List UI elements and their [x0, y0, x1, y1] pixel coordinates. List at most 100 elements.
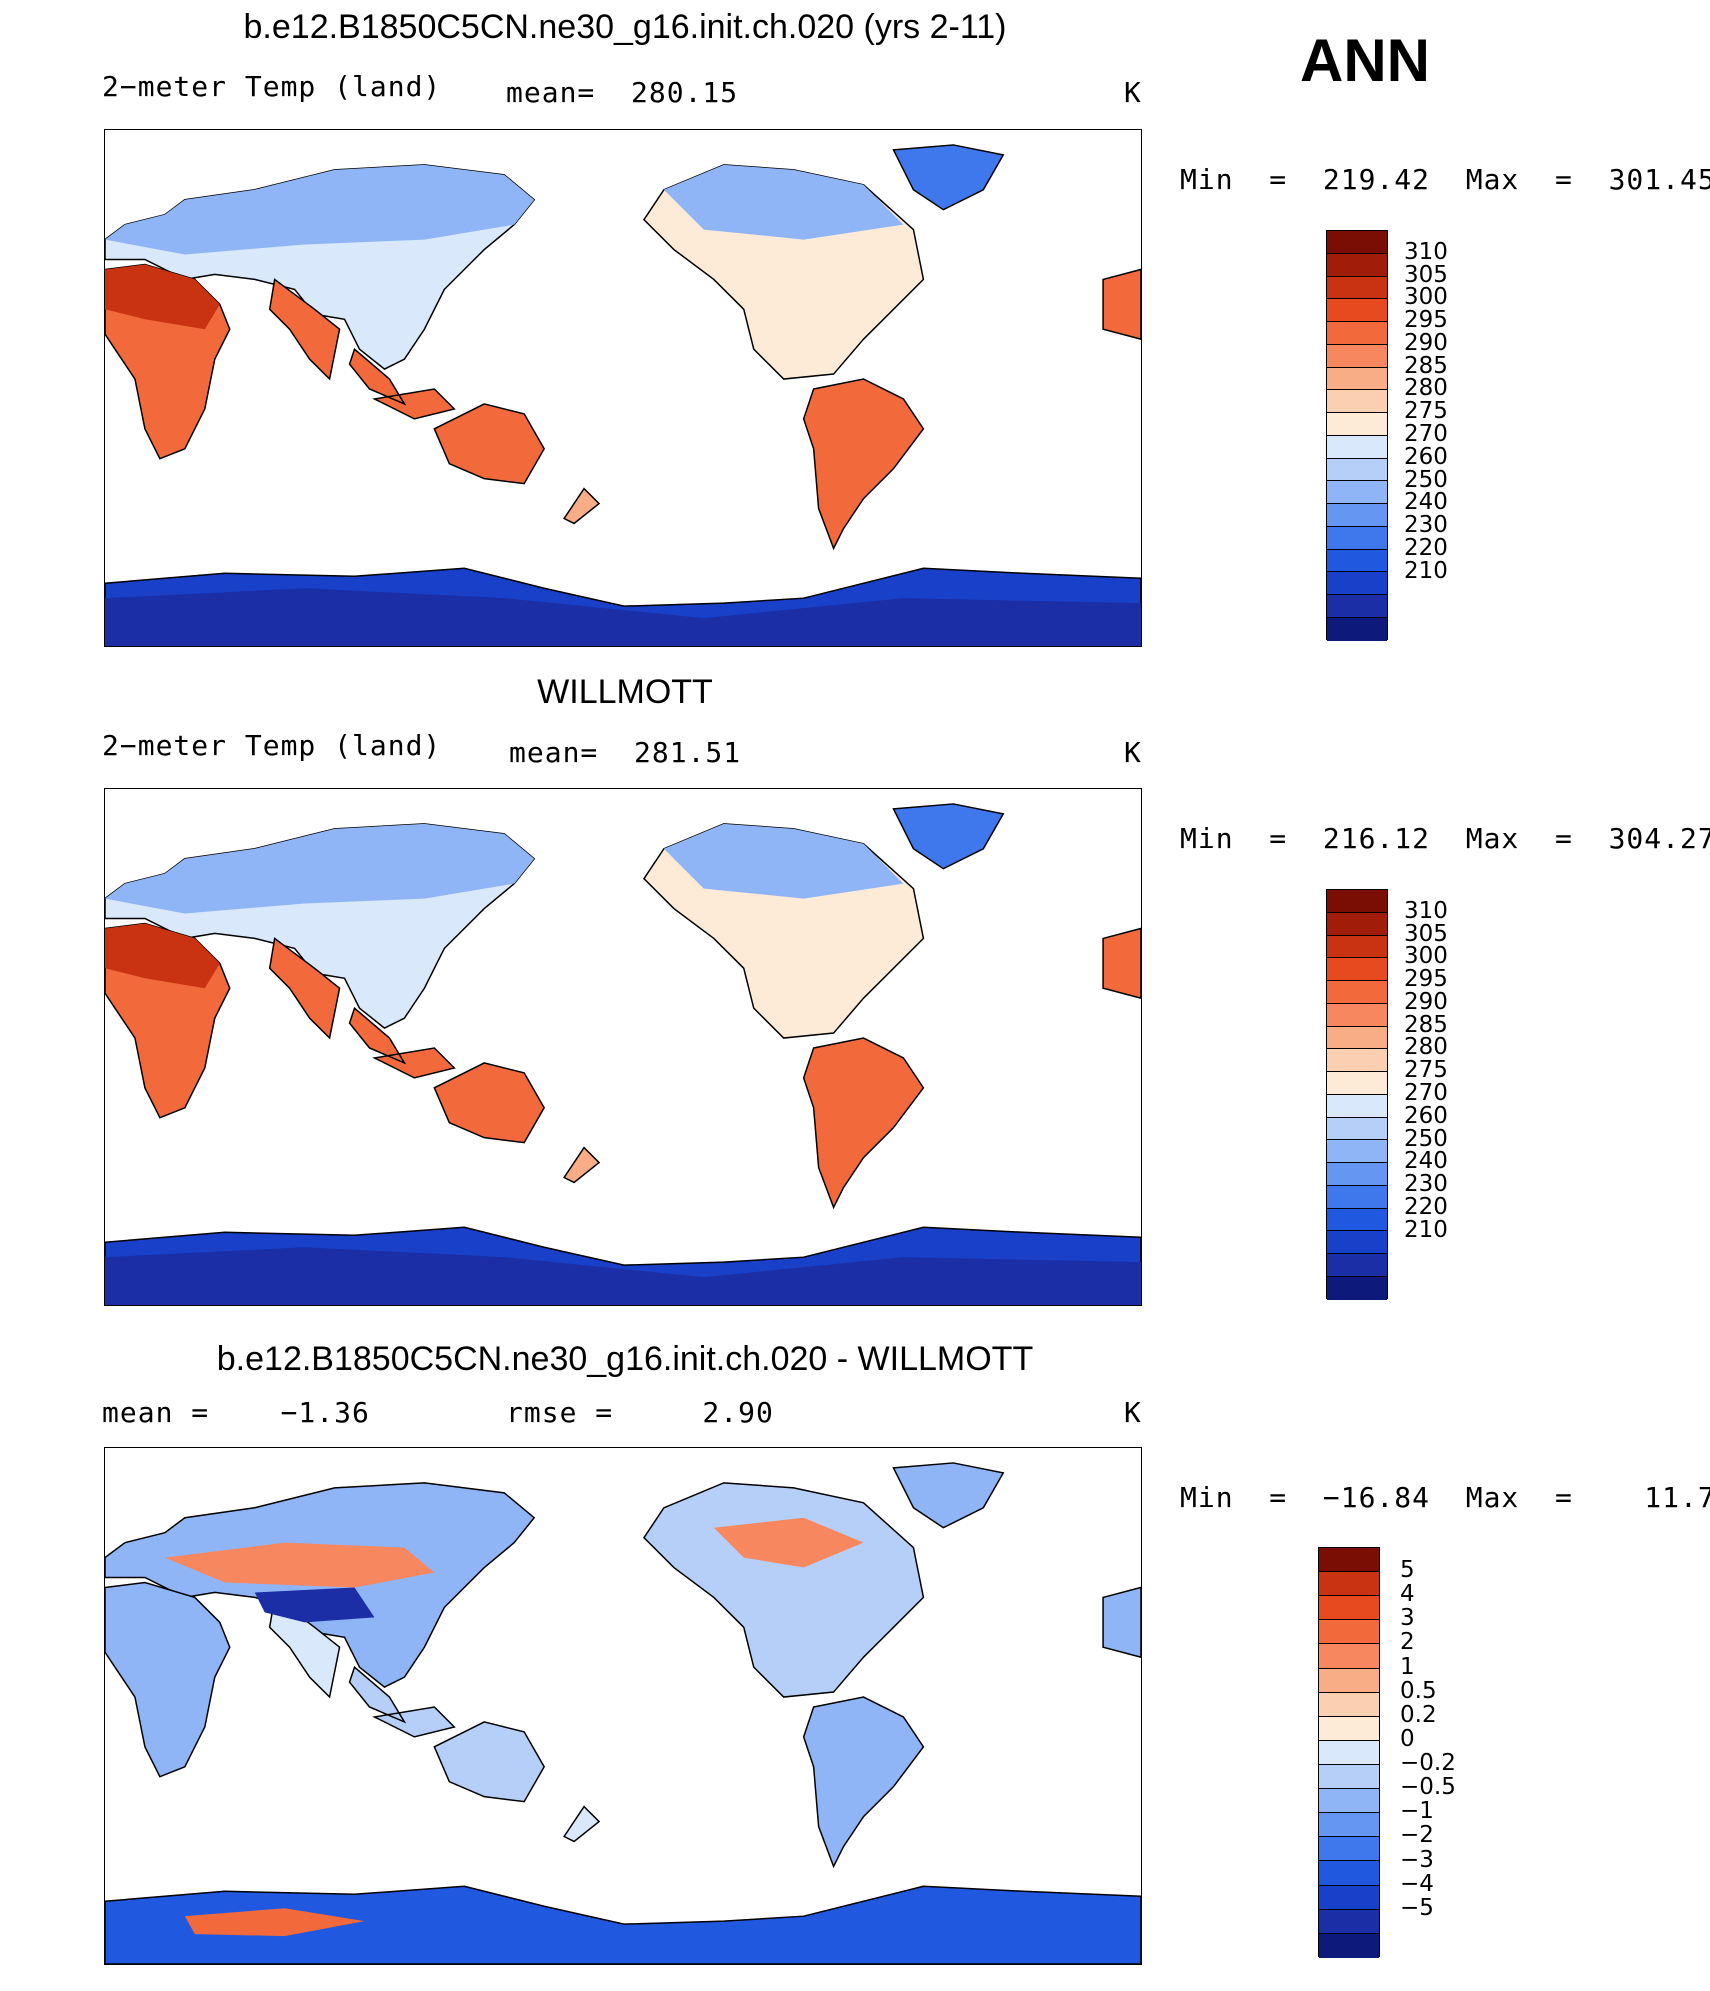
westafrica-region — [1102, 268, 1141, 340]
colorbar-obs — [1326, 889, 1388, 1300]
units-label: K — [1124, 76, 1142, 109]
nz-region — [563, 1146, 601, 1184]
colorbar-tick-label: −4 — [1400, 1870, 1434, 1897]
seasia-region — [348, 1665, 456, 1738]
colorbar-tick-label: 4 — [1400, 1581, 1415, 1608]
colorbar-swatch — [1327, 322, 1387, 345]
diff-mean-label: mean = −1.36 — [102, 1396, 370, 1429]
panel-title-diff: b.e12.B1850C5CN.ne30_g16.init.ch.020 - W… — [216, 1340, 1034, 1378]
colorbar-swatch — [1319, 1789, 1379, 1814]
colorbar-swatch — [1319, 1692, 1379, 1717]
india-region — [268, 1596, 341, 1699]
samerica-region — [802, 1037, 925, 1210]
colorbar-swatch — [1327, 1049, 1387, 1073]
colorbar-tick-label: 220 — [1404, 534, 1448, 561]
map-obs-svg — [105, 803, 1141, 1305]
colorbar-swatch — [1319, 1764, 1379, 1790]
canada-cold-band — [663, 823, 904, 899]
colorbar-swatch — [1319, 1813, 1379, 1838]
colorbar-tick-label: −0.2 — [1400, 1750, 1456, 1777]
colorbar-tick-label: 230 — [1404, 512, 1448, 539]
australia-region — [433, 1062, 546, 1144]
colorbar-tick-label: 290 — [1404, 988, 1448, 1015]
greenland-region — [892, 1462, 1005, 1529]
antarctic-interior-band — [105, 1247, 1141, 1305]
colorbar-tick-label: 295 — [1404, 966, 1448, 993]
colorbar-swatch — [1327, 1117, 1387, 1141]
colorbar-swatch — [1319, 1909, 1379, 1934]
variable-label: 2−meter Temp (land) — [102, 729, 442, 762]
colorbar-tick-label: 0.5 — [1400, 1677, 1437, 1704]
colorbar-tick-label: 280 — [1404, 375, 1448, 402]
colorbar-tick-label: 2 — [1400, 1629, 1415, 1656]
panel-title-obs: WILLMOTT — [537, 673, 713, 711]
colorbar-swatch — [1319, 1716, 1379, 1741]
colorbar-tick-label: 220 — [1404, 1193, 1448, 1220]
colorbar-swatch — [1327, 458, 1387, 482]
colorbar-swatch — [1327, 572, 1387, 596]
colorbar-tick-label: 5 — [1400, 1557, 1415, 1584]
season-label: ANN — [1300, 27, 1430, 94]
colorbar-swatch — [1327, 618, 1387, 641]
colorbar-swatch — [1327, 1231, 1387, 1255]
australia-region — [433, 1721, 546, 1803]
rmse-label: rmse = 2.90 — [506, 1396, 774, 1429]
colorbar-tick-label: 260 — [1404, 1102, 1448, 1129]
colorbar-swatch — [1327, 231, 1387, 254]
minmax-label: Min = −16.84 Max = 11.71 — [1180, 1481, 1710, 1514]
colorbar-swatch — [1319, 1620, 1379, 1645]
colorbar-swatch — [1327, 276, 1387, 300]
colorbar-tick-label: 240 — [1404, 1148, 1448, 1175]
colorbar-tick-label: 280 — [1404, 1034, 1448, 1061]
india-region — [268, 278, 341, 381]
seasia-region — [348, 347, 456, 420]
colorbar-tick-label: 210 — [1404, 1216, 1448, 1243]
colorbar-swatch — [1319, 1596, 1379, 1621]
mean-label: mean= 280.15 — [506, 76, 739, 109]
antarctic-interior-band — [105, 588, 1141, 646]
minmax-label: Min = 219.42 Max = 301.45 — [1180, 163, 1710, 196]
colorbar-swatch — [1319, 1572, 1379, 1597]
colorbar-swatch — [1319, 1548, 1379, 1573]
eurasia-warm-anomaly — [164, 1542, 435, 1588]
colorbar-swatch — [1327, 1072, 1387, 1095]
colorbar-tick-label: 0 — [1400, 1725, 1415, 1752]
colorbar-swatch — [1327, 1140, 1387, 1164]
colorbar-tick-label: −3 — [1400, 1846, 1434, 1873]
colorbar-tick-label: −5 — [1400, 1894, 1434, 1921]
mean-label: mean= 281.51 — [509, 736, 742, 769]
colorbar-tick-label: 240 — [1404, 489, 1448, 516]
colorbar-tick-label: 285 — [1404, 1011, 1448, 1038]
greenland-region — [892, 144, 1005, 211]
map-diff-svg — [105, 1462, 1141, 1964]
colorbar-swatch — [1327, 1254, 1387, 1278]
colorbar-tick-label: 305 — [1404, 920, 1448, 947]
colorbar-swatch — [1327, 958, 1387, 982]
colorbar-swatch — [1327, 595, 1387, 619]
colorbar-tick-label: 310 — [1404, 897, 1448, 924]
units-label: K — [1124, 736, 1142, 769]
australia-region — [433, 403, 546, 485]
colorbar-tick-label: −1 — [1400, 1798, 1434, 1825]
colorbar-swatch — [1327, 253, 1387, 277]
colorbar-swatch — [1327, 1208, 1387, 1232]
colorbar-swatch — [1319, 1885, 1379, 1910]
colorbar-swatch — [1327, 344, 1387, 368]
colorbar-swatch — [1327, 1277, 1387, 1300]
nz-region — [563, 1805, 601, 1843]
colorbar-swatch — [1327, 1185, 1387, 1209]
panel-title-model: b.e12.B1850C5CN.ne30_g16.init.ch.020 (yr… — [243, 8, 1007, 46]
colorbar-tick-label: 305 — [1404, 261, 1448, 288]
colorbar-tick-label: 250 — [1404, 1125, 1448, 1152]
colorbar-swatch — [1327, 549, 1387, 573]
colorbar-tick-label: 1 — [1400, 1653, 1415, 1680]
nz-region — [563, 487, 601, 525]
westafrica-region — [1102, 1586, 1141, 1658]
colorbar-swatch — [1327, 526, 1387, 550]
antarctica-region — [105, 1885, 1141, 1964]
colorbar-tick-label: 3 — [1400, 1605, 1415, 1632]
greenland-region — [892, 803, 1005, 870]
colorbar-tick-label: 250 — [1404, 466, 1448, 493]
samerica-region — [802, 378, 925, 551]
minmax-label: Min = 216.12 Max = 304.27 — [1180, 822, 1710, 855]
